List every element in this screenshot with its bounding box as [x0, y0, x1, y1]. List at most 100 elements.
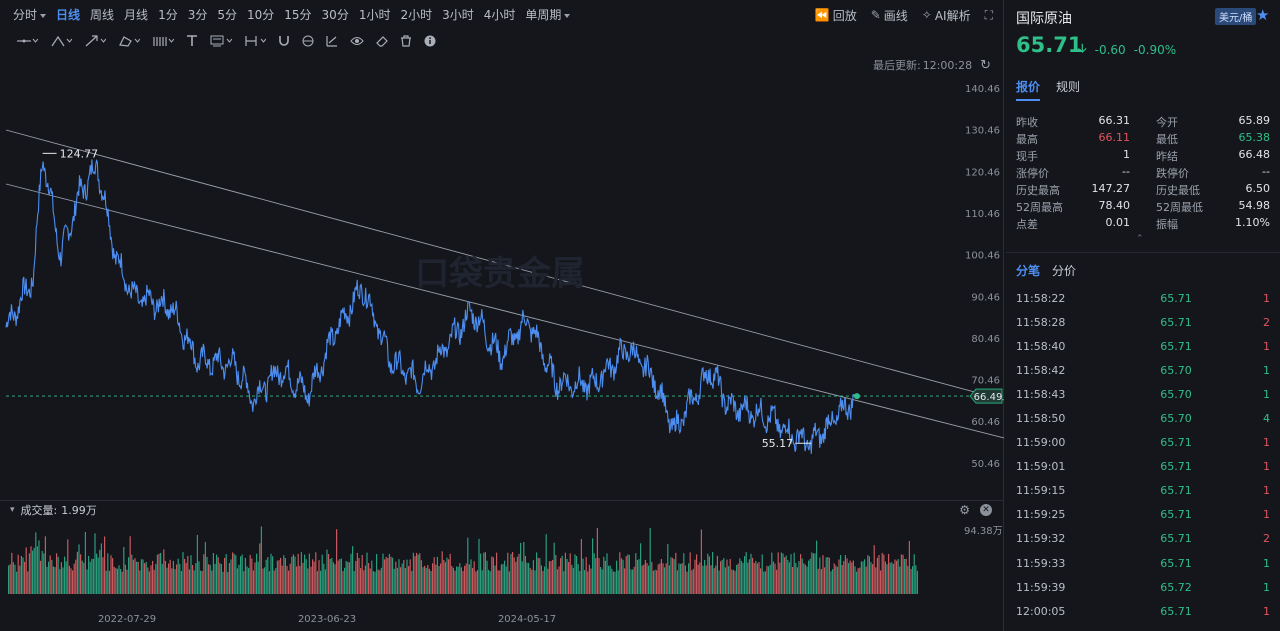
ai-analysis-button[interactable]: ✧ AI解析 — [922, 7, 971, 24]
volume-bar — [321, 554, 323, 594]
volume-bar — [182, 552, 184, 594]
timeframe-8[interactable]: 15分 — [279, 0, 316, 30]
volume-max-label: 94.38万 — [964, 526, 1003, 537]
timeframe-7[interactable]: 10分 — [242, 0, 279, 30]
volume-bar — [609, 565, 611, 594]
arrow-tool[interactable] — [84, 31, 106, 51]
volume-bar — [649, 528, 651, 594]
volume-bar — [51, 559, 53, 594]
volume-bar — [888, 554, 890, 594]
magnet-tool[interactable] — [278, 31, 290, 51]
timeframe-13[interactable]: 4小时 — [479, 0, 521, 30]
volume-bar — [88, 555, 90, 594]
trade-time: 11:58:43 — [1016, 387, 1066, 401]
volume-bar — [163, 549, 165, 594]
timeframe-14[interactable]: 单周期 — [520, 0, 575, 30]
timeframe-10[interactable]: 1小时 — [354, 0, 396, 30]
volume-bar — [16, 571, 18, 594]
stat-value: 65.38 — [1238, 130, 1271, 144]
volume-bar — [323, 563, 325, 594]
volume-bar — [905, 558, 907, 594]
volume-bar — [97, 557, 99, 594]
replay-button[interactable]: ⏪ 回放 — [815, 7, 857, 24]
bars-tool[interactable] — [152, 31, 174, 51]
eraser-tool[interactable] — [376, 31, 388, 51]
timeframe-2[interactable]: 周线 — [85, 0, 119, 30]
volume-bar — [577, 564, 579, 594]
tab-quote[interactable]: 报价 — [1016, 78, 1041, 101]
trendline-upper[interactable] — [5, 129, 1004, 401]
volume-bar — [755, 560, 757, 594]
chevron-up-icon[interactable]: ⌃ — [1136, 234, 1144, 244]
timeframe-3[interactable]: 月线 — [119, 0, 153, 30]
volume-bar — [782, 553, 784, 594]
volume-bar — [206, 556, 208, 594]
volume-bar — [388, 553, 390, 594]
timeframe-5[interactable]: 3分 — [183, 0, 213, 30]
timeframe-label: 15分 — [284, 8, 312, 22]
timeframe-6[interactable]: 5分 — [212, 0, 242, 30]
trendline-lower[interactable] — [5, 183, 1004, 439]
price-chart[interactable]: 140.46 130.46 120.46 110.46 100.46 90.46 80.46… — [0, 70, 1004, 500]
volume-bar — [784, 557, 786, 594]
volume-bar — [76, 551, 78, 594]
fullscreen-button[interactable]: ⛶ — [985, 8, 993, 23]
timeframe-11[interactable]: 2小时 — [395, 0, 437, 30]
unit-badge[interactable]: 美元/桶 — [1215, 8, 1257, 25]
timeframe-4[interactable]: 1分 — [153, 0, 183, 30]
close-icon[interactable]: ✕ — [980, 504, 992, 516]
edit-tool[interactable] — [326, 31, 338, 51]
tab-price-volume[interactable]: 分价 — [1052, 264, 1077, 278]
tab-ticks[interactable]: 分笔 — [1016, 264, 1041, 278]
gear-icon[interactable]: ⚙ — [959, 503, 970, 517]
volume-bar — [868, 556, 870, 594]
info-tool[interactable] — [424, 31, 436, 51]
volume-bar — [667, 544, 669, 594]
note-tool[interactable] — [210, 31, 232, 51]
collapse-volume-icon[interactable]: ▾ — [10, 504, 15, 515]
timeframe-label: 单周期 — [525, 8, 562, 22]
delete-tool[interactable] — [400, 31, 412, 51]
volume-bar — [128, 557, 130, 594]
volume-bar — [280, 557, 282, 594]
timeframe-9[interactable]: 30分 — [317, 0, 354, 30]
volume-bar — [243, 571, 245, 594]
star-icon[interactable]: ★ — [1256, 6, 1270, 24]
volume-bar — [476, 570, 478, 594]
fullscreen-icon: ⛶ — [984, 7, 993, 22]
timeframe-0[interactable]: 分时 — [8, 0, 51, 30]
volume-bar — [81, 560, 83, 594]
draw-line-button[interactable]: ✎ 画线 — [871, 7, 908, 24]
trade-time: 11:59:32 — [1016, 532, 1066, 546]
volume-bar — [908, 541, 910, 594]
tab-rules[interactable]: 规则 — [1056, 80, 1081, 94]
volume-bar — [185, 562, 187, 594]
visibility-tool[interactable] — [350, 31, 364, 51]
volume-bar — [312, 559, 314, 594]
volume-bar — [417, 554, 419, 594]
volume-bar — [180, 571, 182, 594]
volume-bar — [883, 554, 885, 594]
text-tool[interactable] — [186, 31, 198, 51]
measure-tool[interactable] — [244, 31, 266, 51]
volume-bar — [712, 552, 714, 594]
volume-bar — [691, 570, 693, 594]
volume-bar — [764, 571, 766, 594]
trade-time: 11:59:33 — [1016, 556, 1066, 570]
volume-bar — [864, 559, 866, 594]
timeframe-12[interactable]: 3小时 — [437, 0, 479, 30]
shape-tool[interactable] — [118, 31, 140, 51]
hide-tool[interactable] — [302, 31, 314, 51]
volume-bar — [124, 564, 126, 594]
timeframe-1[interactable]: 日线 — [51, 0, 85, 30]
volume-bar — [377, 569, 379, 594]
triangle-tool[interactable] — [50, 31, 72, 51]
volume-bar — [852, 560, 854, 594]
volume-bar — [70, 568, 72, 594]
refresh-icon[interactable]: ↻ — [980, 57, 991, 73]
trade-volume: 1 — [1263, 339, 1270, 353]
stat-label: 最低 — [1156, 132, 1178, 146]
trade-time: 11:59:15 — [1016, 484, 1066, 498]
line-tool[interactable] — [16, 31, 38, 51]
volume-bar — [793, 552, 795, 594]
